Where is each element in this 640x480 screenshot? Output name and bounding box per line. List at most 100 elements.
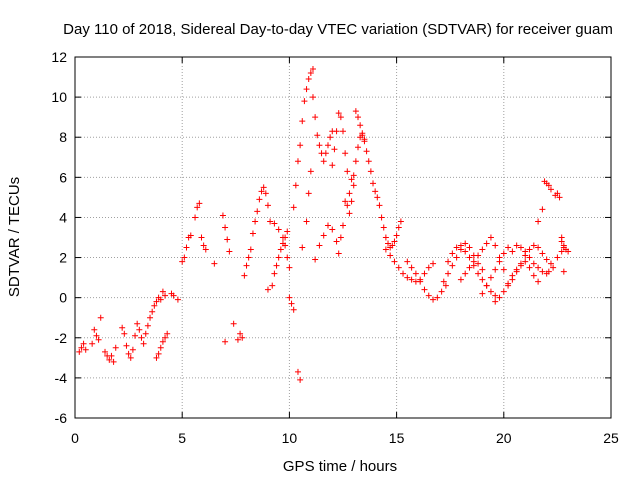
- data-point: [316, 142, 323, 149]
- data-point: [387, 252, 394, 259]
- data-point: [554, 254, 561, 261]
- data-point: [385, 240, 392, 247]
- data-point: [380, 224, 387, 231]
- data-point: [127, 354, 134, 361]
- data-point: [500, 288, 507, 295]
- data-point: [453, 244, 460, 251]
- data-point: [155, 350, 162, 357]
- data-point: [301, 98, 308, 105]
- data-point: [159, 338, 166, 345]
- data-point: [121, 330, 128, 337]
- series-segment-29: [457, 234, 507, 283]
- series-segment-3: [102, 344, 119, 365]
- series-segment-38: [560, 268, 567, 275]
- data-point: [129, 346, 136, 353]
- data-point: [174, 296, 181, 303]
- data-point: [466, 254, 473, 261]
- y-tick-label: 8: [59, 129, 67, 145]
- data-point: [404, 274, 411, 281]
- data-point: [558, 248, 565, 255]
- data-point: [222, 338, 229, 345]
- data-point: [421, 286, 428, 293]
- data-point: [357, 122, 364, 129]
- data-point: [271, 270, 278, 277]
- chart-title: Day 110 of 2018, Sidereal Day-to-day VTE…: [63, 21, 613, 38]
- series-segment-28: [445, 242, 499, 299]
- data-point: [179, 258, 186, 265]
- data-point: [125, 350, 132, 357]
- data-point: [170, 292, 177, 299]
- data-point: [457, 242, 464, 249]
- data-point: [492, 298, 499, 305]
- data-point: [123, 342, 130, 349]
- data-point: [487, 274, 494, 281]
- data-point: [492, 292, 499, 299]
- data-point: [475, 252, 482, 259]
- series-segment-36: [545, 248, 565, 275]
- series-segment-18: [309, 94, 336, 165]
- data-point: [513, 242, 520, 249]
- data-point: [324, 222, 331, 229]
- x-tick-label: 10: [282, 430, 298, 446]
- data-point: [391, 258, 398, 265]
- data-point: [151, 302, 158, 309]
- data-point: [361, 136, 368, 143]
- data-point: [297, 376, 304, 383]
- data-point: [346, 190, 353, 197]
- series-segment-34: [535, 178, 554, 225]
- series-segment-15: [290, 66, 316, 211]
- data-point: [352, 108, 359, 115]
- data-point: [342, 198, 349, 205]
- data-point: [337, 114, 344, 121]
- data-point: [138, 334, 145, 341]
- data-point: [350, 172, 357, 179]
- data-point: [389, 242, 396, 249]
- data-point: [355, 114, 362, 121]
- y-tick-label: 4: [59, 209, 67, 225]
- plot-frame: [74, 56, 612, 419]
- data-point: [307, 168, 314, 175]
- data-point: [391, 238, 398, 245]
- series-segment-12: [264, 228, 291, 293]
- data-point: [335, 250, 342, 257]
- data-point: [314, 132, 321, 139]
- data-point: [558, 238, 565, 245]
- data-point: [430, 260, 437, 267]
- data-point: [505, 244, 512, 251]
- data-point: [393, 232, 400, 239]
- data-point: [397, 218, 404, 225]
- data-point: [299, 118, 306, 125]
- y-tick-label: 12: [51, 49, 67, 65]
- data-point: [142, 330, 149, 337]
- data-point: [438, 288, 445, 295]
- series-segment-27: [440, 240, 486, 285]
- data-point: [466, 244, 473, 251]
- data-point: [554, 190, 561, 197]
- data-point: [509, 248, 516, 255]
- data-point: [262, 190, 269, 197]
- data-point: [517, 244, 524, 251]
- data-point: [329, 226, 336, 233]
- data-point: [327, 134, 334, 141]
- data-point: [211, 260, 218, 267]
- data-point: [219, 212, 226, 219]
- data-point: [187, 232, 194, 239]
- series-segment-4: [119, 320, 143, 361]
- data-point: [331, 146, 338, 153]
- series-segment-16: [294, 368, 304, 383]
- data-point: [273, 262, 280, 269]
- data-point: [462, 248, 469, 255]
- data-point: [91, 326, 98, 333]
- data-point: [545, 182, 552, 189]
- data-point: [522, 258, 529, 265]
- data-point: [344, 168, 351, 175]
- y-tick-label: 2: [59, 250, 67, 266]
- data-point: [108, 352, 115, 359]
- x-tick-label: 25: [603, 430, 619, 446]
- data-point: [535, 278, 542, 285]
- data-point: [550, 264, 557, 271]
- data-point: [479, 266, 486, 273]
- data-point: [316, 242, 323, 249]
- axis-ticks: [74, 56, 612, 419]
- data-point: [271, 220, 278, 227]
